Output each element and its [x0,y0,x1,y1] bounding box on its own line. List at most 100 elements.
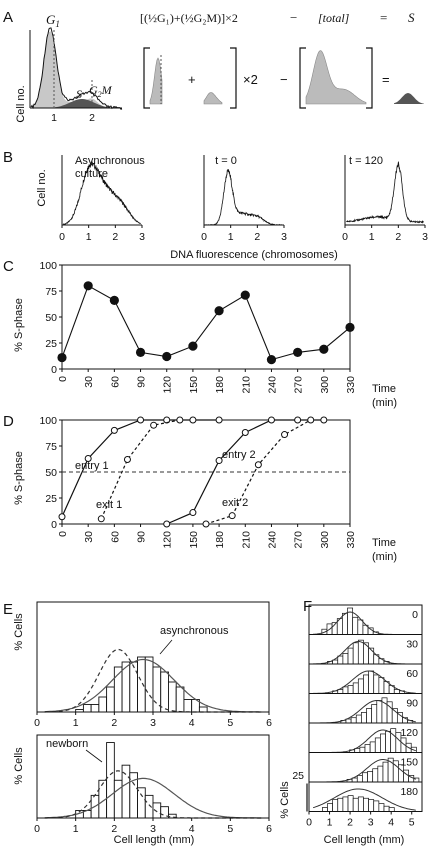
panel-e-asynchronous-pointer [159,639,173,655]
panel-e-top-bar [137,656,146,713]
panel-f-bar [342,796,349,812]
panel-b-t120-xtick-label: 0 [342,231,348,243]
panel-e-bottom-bar [137,787,146,819]
panel-f-xtick-label: 2 [347,817,353,829]
panel-c-xtick-label: 120 [162,376,174,394]
panel-a-g1-label: G1 [46,12,60,29]
panel-f-bar [355,714,362,724]
panel-f-bar [357,678,364,694]
panel-c-xtick-label: 90 [136,376,148,388]
panel-f-frame [308,781,423,812]
panel-e-top-bar [183,699,193,713]
panel-a-equals2: = [382,72,390,87]
panel-d-xtick-label: 30 [83,531,95,543]
panel-d-xtick-label: 300 [319,531,331,549]
panel-e-bottom-xtick-label: 2 [111,823,117,835]
panel-c-series-line [61,285,351,361]
panel-e-top-bar [198,706,208,713]
panel-e-bottom-bar [113,779,123,819]
panel-f-bar [361,712,367,724]
panel-f-bar [383,805,390,812]
panel-f-bar [359,746,366,753]
panel-f-bar [332,799,339,812]
panel-label-e: E [3,601,13,618]
panel-d-xtick-label: 0 [57,531,69,537]
panel-d-ytick-label: 25 [45,493,57,505]
panel-f-bar [337,655,344,665]
panel-f-timepoint-label: 90 [406,698,418,710]
panel-b-t120-xtick-label: 1 [369,231,375,243]
panel-c-point [266,355,277,365]
panel-d-ytick-label: 50 [45,467,57,479]
panel-e-bottom-xtick-label: 0 [34,823,40,835]
panel-e-bottom-xtick-label: 5 [227,823,233,835]
panel-d-xtick-label: 210 [240,531,252,549]
panel-c-point [162,351,172,362]
panel-f-bar [368,670,375,694]
panel-a-xtick-1: 1 [51,112,57,124]
panel-f-xtick-label: 1 [327,817,333,829]
panel-d-xtick-label: 60 [109,531,121,543]
panel-e-top-bar [90,704,100,713]
panel-d-point [215,457,223,465]
panel-a-ylabel: Cell no. [15,85,27,122]
panel-f-timepoint-label: 30 [406,639,418,651]
panel-f-bar [350,717,357,724]
panel-f-bar [366,708,373,724]
panel-f-bar [342,612,348,635]
panel-c-frame [61,264,351,370]
panel-d-plot: 0 25 50 75 100 0 30 60 90 120 150 180 210 240 270 300 33… [39,415,357,549]
panel-f-xtick-label: 3 [368,817,374,829]
panel-f-bar [388,807,395,812]
panel-e-bottom-curve [44,777,262,819]
panel-e-top-bar [106,686,115,713]
panel-c-xtick-label: 300 [319,376,331,394]
panel-f-bar [371,704,378,724]
panel-f-plots: 0 30 60 90 120 150 180 0 1 2 3 4 5 [306,604,423,829]
panel-a-half-g1-shape [149,57,163,105]
panel-d-xtick-label: 240 [266,531,278,549]
panel-a-total-bracket [299,47,373,109]
panel-e-top-curve [44,648,262,713]
panel-b-xlabel: DNA fluorescence (chromosomes) [170,249,338,261]
panel-d-xtick-label: 90 [136,531,148,543]
panel-e-newborn-label: newborn [46,738,88,750]
panel-f-bar [356,775,363,783]
panel-a-equation-total: [total] [318,11,350,25]
panel-e-top-curve [44,658,262,713]
panel-c-point [57,352,67,363]
panel-b-t0-xtick-label: 3 [281,231,287,243]
panel-e-bottom-xtick-label: 1 [73,823,79,835]
panel-c-ytick-label: 25 [45,338,57,350]
panel-f-xtick-label: 4 [388,817,394,829]
panel-d-ytick-label: 0 [51,519,57,531]
panel-a-equation-s: S [408,10,415,25]
panel-f-bar [378,677,385,694]
panel-f-scale-label: 25 [292,770,304,782]
panel-d-annotation-exit-1: exit 1 [96,499,122,511]
panel-c-xlabel-unit: (min) [372,397,397,409]
panel-f-timepoint-label: 150 [400,757,418,769]
panel-c-ytick-label: 50 [45,312,57,324]
panel-d-point [163,520,171,528]
panel-e-xlabel: Cell length (mm) [114,834,195,846]
panel-c-point [319,344,329,354]
panel-b-t0-xtick-label: 0 [201,231,207,243]
panel-b-title-asynchronous: Asynchronous [75,155,145,167]
panel-f-timepoint-label: 0 [412,609,418,621]
panel-e-bottom-xtick-label: 4 [189,823,195,835]
panel-a-equation-equals: = [380,10,387,25]
panel-f-bar [342,686,349,694]
panel-label-f: F [303,598,312,615]
panel-d-point [241,428,249,436]
panel-d-xtick-label: 270 [293,531,305,549]
panel-f-timepoint-label: 180 [400,786,418,798]
panel-c-point [345,322,355,332]
panel-a-plus: + [188,72,196,87]
panel-f-bar [368,799,375,812]
panel-f-bar [352,797,359,812]
panel-f-xtick-label: 5 [409,817,415,829]
panel-b-t120-xtick-label: 2 [395,231,401,243]
panel-b-asynchronous-xtick-label: 1 [86,231,92,243]
panel-c-ytick-label: 75 [45,286,57,298]
